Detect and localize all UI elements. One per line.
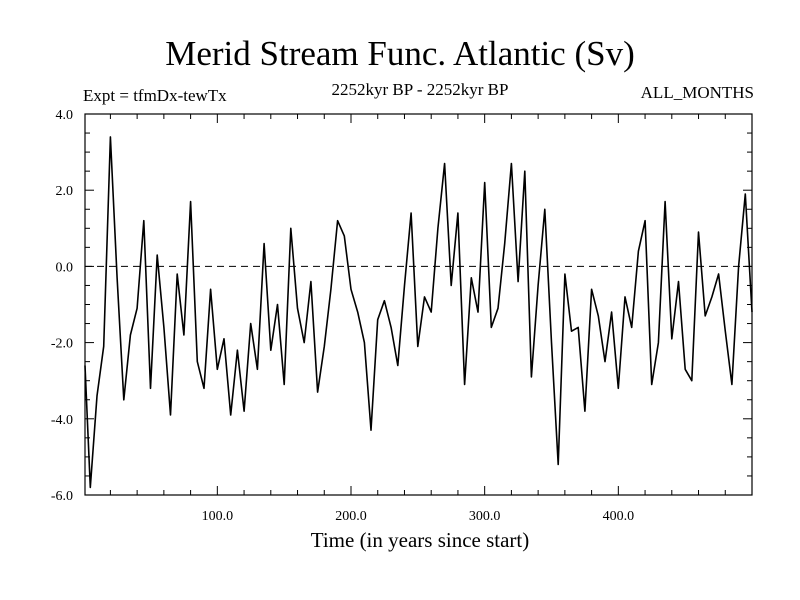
experiment-label: Expt = tfmDx-tewTx <box>83 86 227 105</box>
series-line-0 <box>84 136 753 489</box>
chart-title: Merid Stream Func. Atlantic (Sv) <box>165 34 635 73</box>
y-tick-label: -6.0 <box>51 489 73 504</box>
y-tick-label: -4.0 <box>51 413 73 428</box>
x-tick-label: 100.0 <box>202 509 234 524</box>
y-tick-label: 4.0 <box>56 108 74 123</box>
months-label: ALL_MONTHS <box>640 83 754 102</box>
y-tick-label: -2.0 <box>51 337 73 352</box>
y-tick-label: 0.0 <box>56 260 74 275</box>
x-tick-label: 200.0 <box>335 509 367 524</box>
x-axis-label: Time (in years since start) <box>310 528 530 552</box>
x-tick-label: 400.0 <box>603 509 635 524</box>
x-tick-label: 300.0 <box>469 509 501 524</box>
plot-area: -6.0 -4.0 -2.0 0.0 2.0 4.0 100.0 200.0 300.0 400.… <box>51 108 753 524</box>
time-range-label: 2252kyr BP - 2252kyr BP <box>331 80 509 99</box>
y-tick-label: 2.0 <box>56 184 74 199</box>
